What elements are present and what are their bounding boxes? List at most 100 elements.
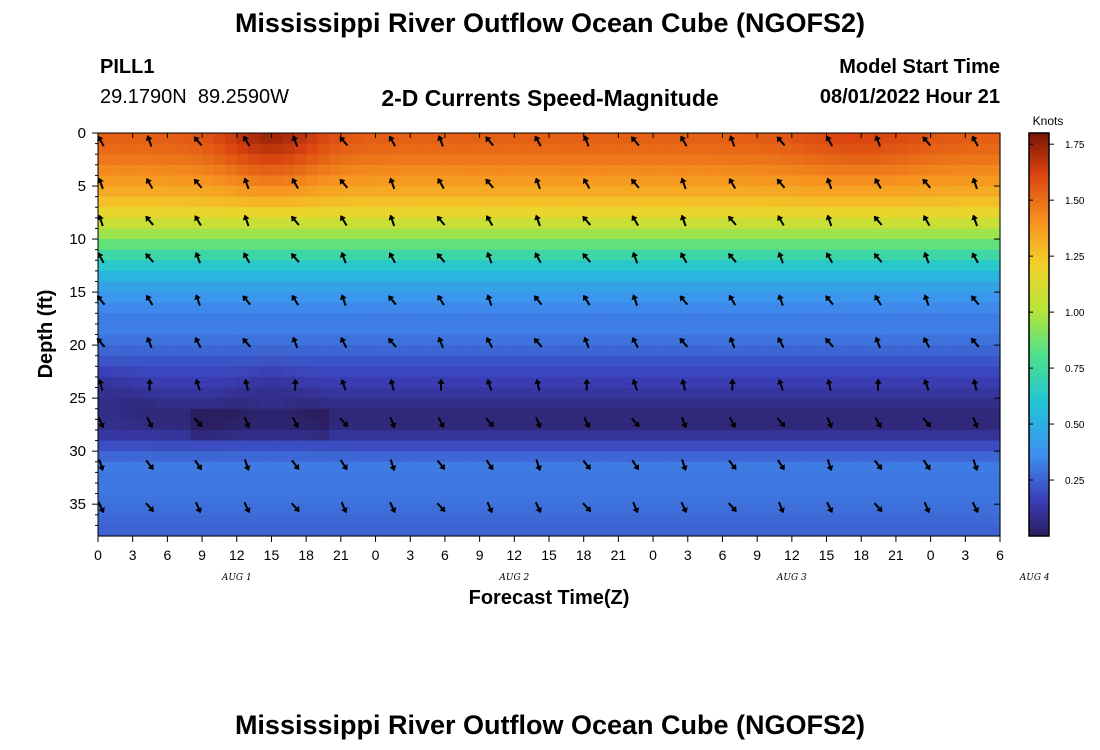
heatmap-cell bbox=[872, 196, 885, 208]
heatmap-cell bbox=[363, 398, 377, 410]
heatmap-cell bbox=[595, 451, 608, 463]
heatmap-cell bbox=[907, 143, 920, 155]
arrow-head bbox=[534, 135, 541, 142]
heatmap-cell bbox=[178, 493, 192, 505]
heatmap-cell bbox=[895, 355, 909, 367]
heatmap-cell bbox=[872, 217, 885, 230]
heatmap-cell bbox=[363, 504, 377, 516]
heatmap-cell bbox=[965, 482, 978, 495]
heatmap-cell bbox=[456, 281, 469, 293]
heatmap-cell bbox=[132, 228, 145, 240]
heatmap-cell bbox=[930, 461, 943, 473]
heatmap-cell bbox=[433, 482, 446, 495]
heatmap-cell bbox=[491, 323, 504, 336]
heatmap-cell bbox=[606, 154, 619, 166]
heatmap-cell bbox=[861, 292, 874, 304]
arrow-head bbox=[533, 295, 540, 302]
heatmap-cell bbox=[259, 270, 273, 283]
current-arrow bbox=[922, 379, 930, 391]
arrow-head bbox=[680, 465, 688, 471]
heatmap-cell bbox=[167, 398, 180, 410]
arrow-head bbox=[487, 421, 494, 428]
arrow-head bbox=[631, 379, 639, 385]
heatmap-cell bbox=[514, 186, 527, 198]
heatmap-cell bbox=[190, 143, 203, 155]
current-arrow bbox=[533, 295, 543, 306]
heatmap-cell bbox=[167, 334, 180, 346]
heatmap-cell bbox=[178, 440, 192, 452]
heatmap-cell bbox=[155, 345, 168, 357]
heatmap-cell bbox=[872, 482, 885, 495]
heatmap-cell bbox=[98, 366, 111, 378]
heatmap-cell bbox=[549, 440, 562, 452]
heatmap-cell bbox=[699, 451, 712, 463]
heatmap-cell bbox=[468, 355, 481, 367]
heatmap-cell bbox=[375, 270, 388, 283]
heatmap-cell bbox=[329, 376, 342, 389]
heatmap-cell bbox=[838, 323, 851, 336]
heatmap-cell bbox=[329, 281, 342, 293]
heatmap-cell bbox=[722, 451, 735, 463]
heatmap-cell bbox=[109, 175, 122, 187]
heatmap-cell bbox=[942, 239, 955, 251]
heatmap-cell bbox=[780, 239, 793, 251]
heatmap-cell bbox=[653, 493, 666, 505]
heatmap-cell bbox=[514, 493, 527, 505]
heatmap-cell bbox=[572, 451, 585, 463]
heatmap-cell bbox=[340, 493, 354, 505]
heatmap-cell bbox=[306, 345, 319, 357]
heatmap-cell bbox=[283, 196, 296, 208]
heatmap-cell bbox=[595, 440, 608, 452]
heatmap-cell bbox=[942, 228, 955, 240]
heatmap-cell bbox=[213, 408, 226, 420]
heatmap-cell bbox=[283, 525, 296, 537]
arrow-head bbox=[728, 378, 736, 384]
heatmap-cell bbox=[352, 461, 365, 473]
heatmap-cell bbox=[525, 482, 539, 495]
heatmap-cell bbox=[722, 398, 735, 410]
heatmap-cell bbox=[363, 292, 377, 304]
heatmap-cell bbox=[803, 217, 816, 230]
heatmap-cell bbox=[294, 408, 307, 420]
heatmap-cell bbox=[838, 525, 851, 537]
heatmap-cell bbox=[814, 398, 828, 410]
heatmap-cell bbox=[132, 270, 145, 283]
heatmap-cell bbox=[525, 461, 539, 473]
heatmap-cell bbox=[329, 504, 342, 516]
heatmap-cell bbox=[988, 493, 1001, 505]
heatmap-cell bbox=[340, 334, 354, 346]
heatmap-cell bbox=[572, 207, 585, 219]
heatmap-cell bbox=[178, 334, 192, 346]
heatmap-cell bbox=[236, 175, 249, 187]
heatmap-cell bbox=[398, 429, 411, 442]
heatmap-cell bbox=[734, 419, 747, 431]
heatmap-cell bbox=[363, 366, 377, 378]
heatmap-cell bbox=[953, 387, 966, 399]
heatmap-cell bbox=[155, 323, 168, 336]
heatmap-cell bbox=[213, 493, 226, 505]
heatmap-cell bbox=[861, 175, 874, 187]
heatmap-cell bbox=[653, 451, 666, 463]
heatmap-cell bbox=[930, 217, 943, 230]
heatmap-cell bbox=[456, 366, 469, 378]
heatmap-cell bbox=[687, 143, 700, 155]
heatmap-cell bbox=[283, 461, 296, 473]
heatmap-cell bbox=[814, 164, 828, 177]
heatmap-cell bbox=[294, 292, 307, 304]
heatmap-cell bbox=[803, 366, 816, 378]
heatmap-cell bbox=[468, 376, 481, 389]
heatmap-cell bbox=[202, 292, 215, 304]
x-tick-label: 12 bbox=[507, 547, 523, 563]
current-arrow bbox=[242, 214, 250, 227]
heatmap-cell bbox=[468, 217, 481, 230]
heatmap-cell bbox=[953, 451, 966, 463]
heatmap-cell bbox=[225, 292, 238, 304]
heatmap-cell bbox=[155, 334, 168, 346]
heatmap-cell bbox=[583, 429, 596, 442]
heatmap-cell bbox=[930, 482, 943, 495]
heatmap-cell bbox=[930, 525, 943, 537]
heatmap-cell bbox=[109, 292, 122, 304]
heatmap-cell bbox=[745, 440, 758, 452]
heatmap-cell bbox=[121, 292, 134, 304]
